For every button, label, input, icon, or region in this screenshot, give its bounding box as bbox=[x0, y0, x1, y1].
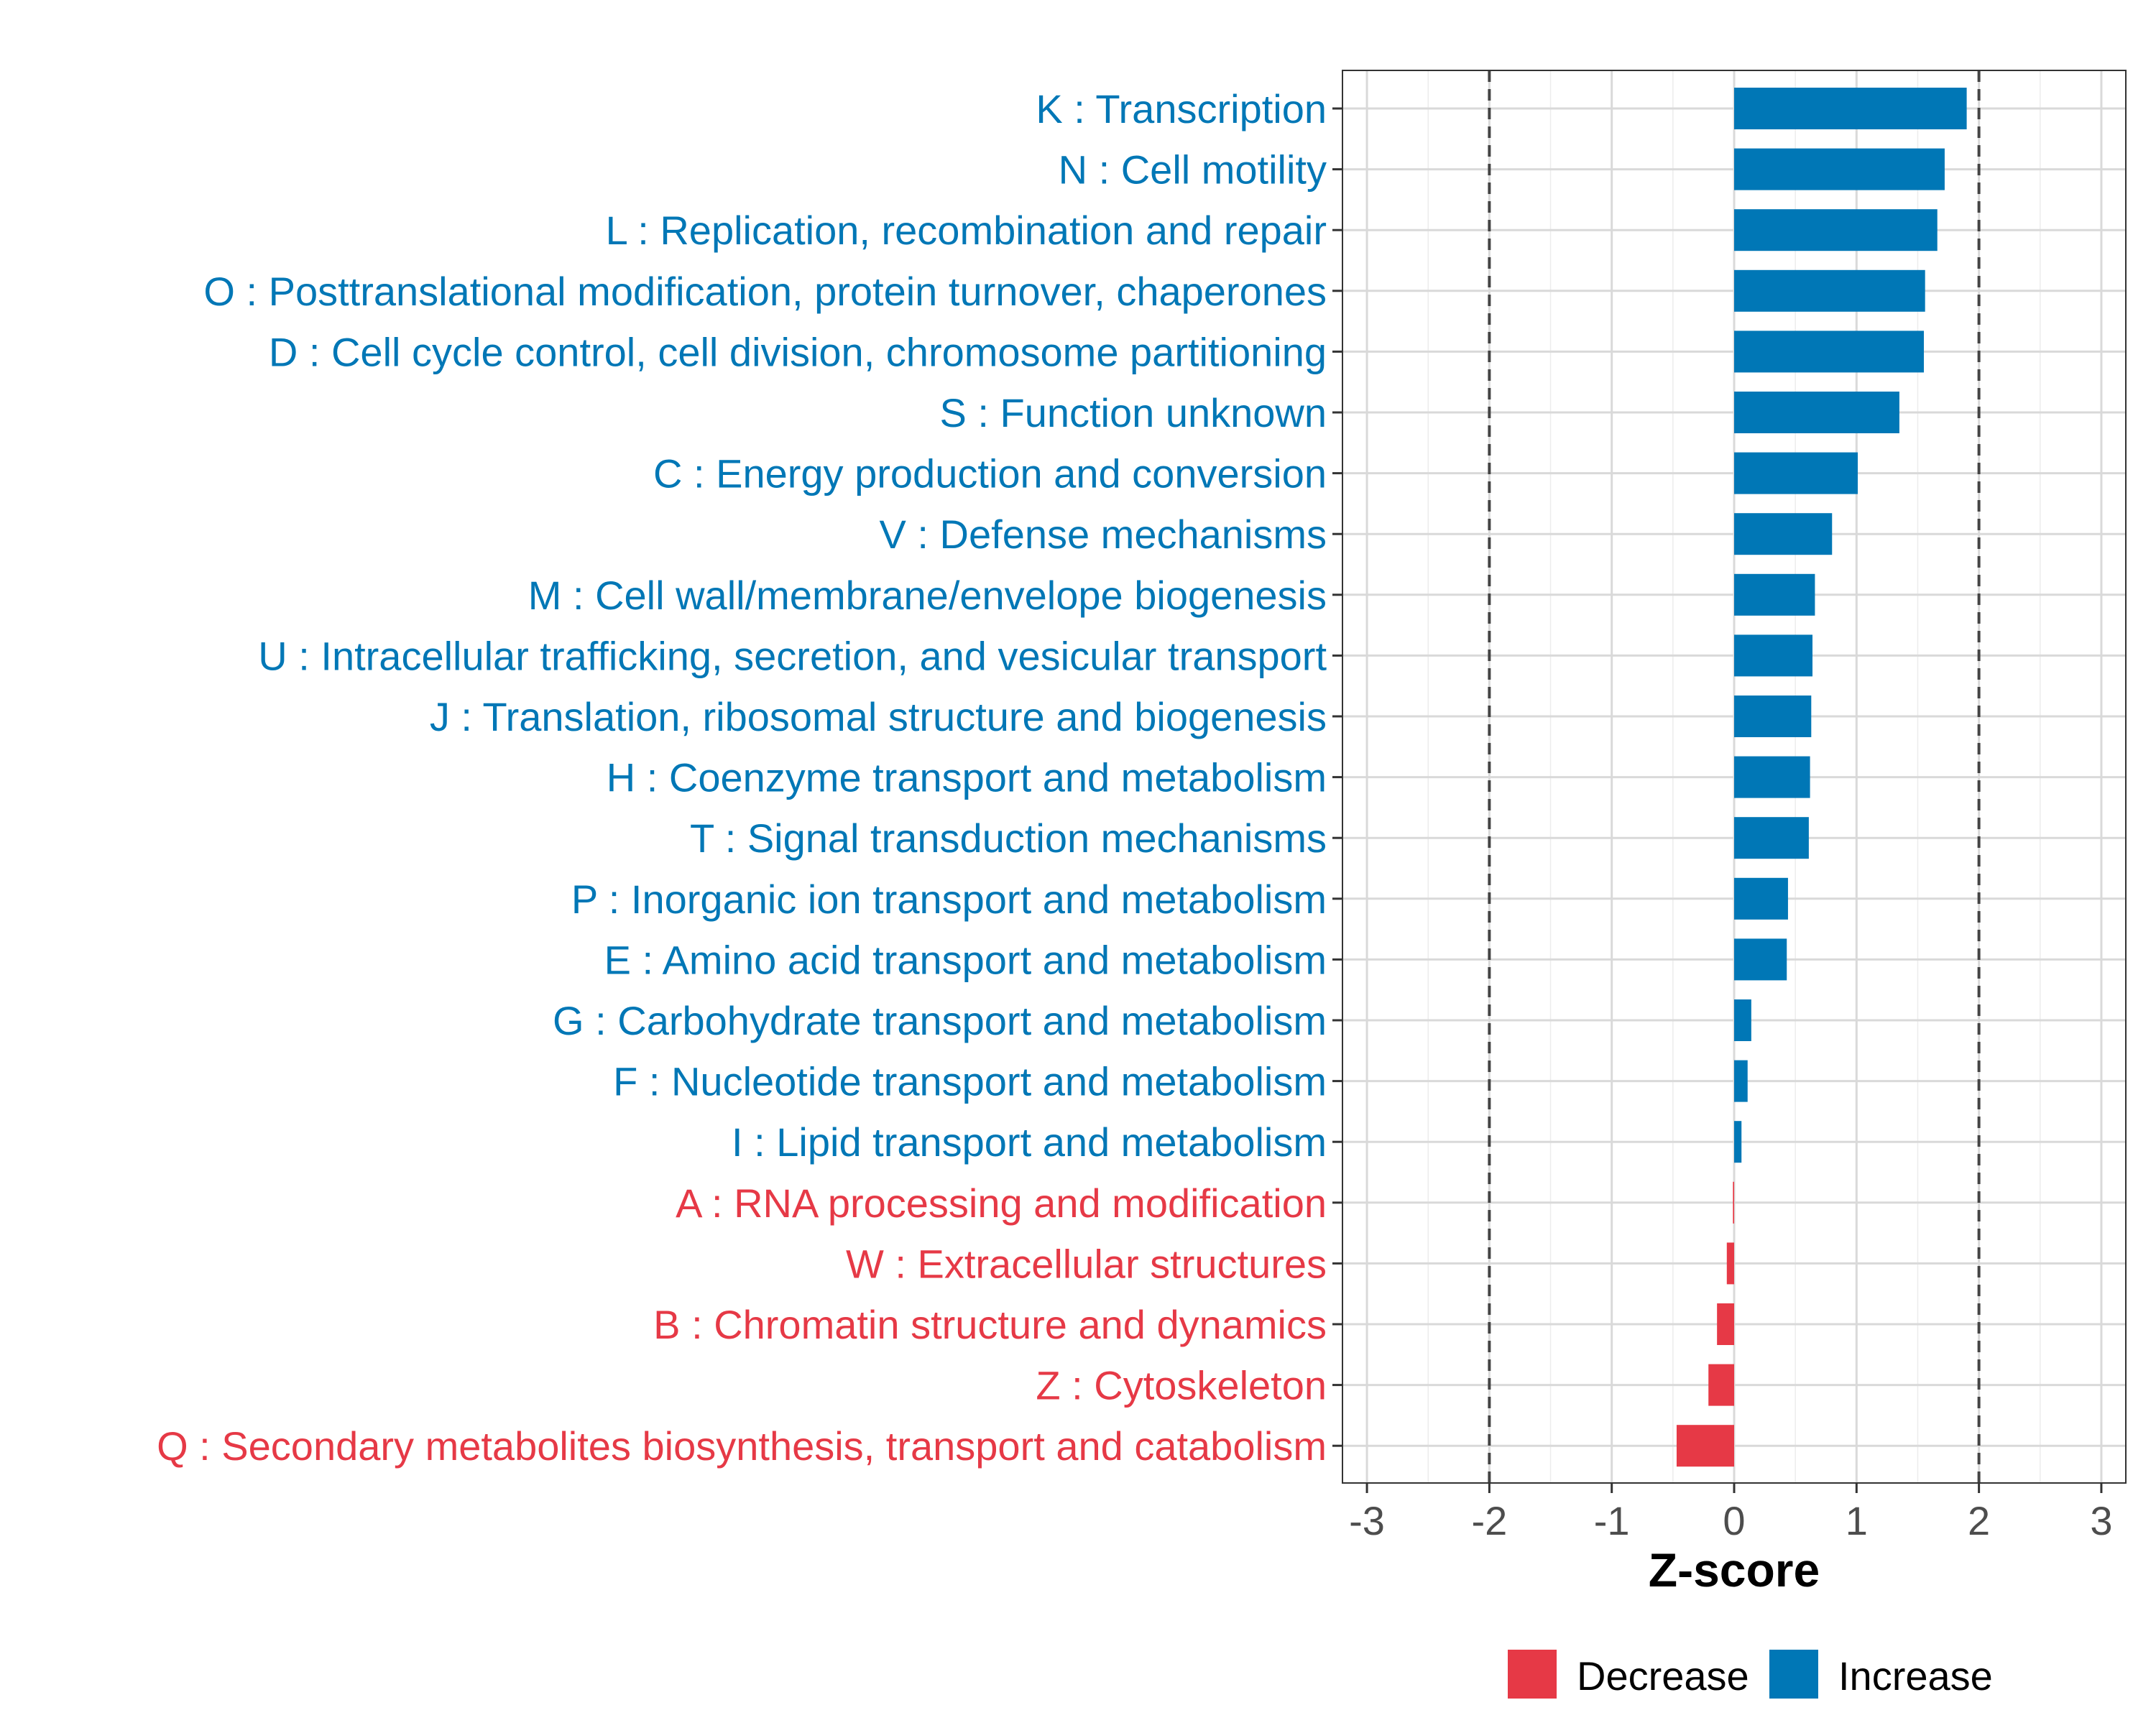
bars bbox=[1676, 88, 1967, 1467]
bar bbox=[1676, 1425, 1734, 1467]
bar bbox=[1734, 999, 1751, 1041]
y-category-label: W : Extracellular structures bbox=[846, 1241, 1327, 1286]
bar bbox=[1734, 452, 1858, 494]
bar bbox=[1734, 938, 1787, 981]
y-category-label: B : Chromatin structure and dynamics bbox=[653, 1302, 1327, 1347]
bar bbox=[1726, 1242, 1734, 1285]
x-tick-label: -2 bbox=[1471, 1498, 1507, 1543]
y-category-label: A : RNA processing and modification bbox=[676, 1181, 1327, 1226]
x-tick-label: -3 bbox=[1349, 1498, 1385, 1543]
bar bbox=[1734, 269, 1925, 312]
bar bbox=[1734, 392, 1899, 433]
x-axis-title: Z-score bbox=[1649, 1543, 1820, 1597]
y-category-label: I : Lipid transport and metabolism bbox=[732, 1119, 1327, 1165]
y-category-label: H : Coenzyme transport and metabolism bbox=[607, 755, 1327, 800]
bar bbox=[1734, 696, 1812, 737]
x-tick-label: 2 bbox=[1968, 1498, 1990, 1543]
x-tick-label: 0 bbox=[1723, 1498, 1745, 1543]
bar bbox=[1734, 634, 1812, 677]
bar bbox=[1708, 1364, 1734, 1406]
legend: Decrease Increase bbox=[1508, 1650, 1993, 1699]
x-tick-label: 1 bbox=[1846, 1498, 1868, 1543]
y-category-label: G : Carbohydrate transport and metabolis… bbox=[553, 998, 1327, 1043]
y-category-label: S : Function unknown bbox=[939, 390, 1327, 435]
bar bbox=[1734, 148, 1945, 190]
bar bbox=[1734, 1121, 1742, 1163]
y-category-label: N : Cell motility bbox=[1059, 147, 1327, 193]
bar bbox=[1734, 209, 1938, 251]
x-axis-ticks: -3 -2 -1 0 1 2 3 bbox=[1349, 1483, 2113, 1543]
legend-label: Increase bbox=[1838, 1653, 1993, 1699]
bar bbox=[1734, 88, 1967, 129]
bar bbox=[1734, 817, 1809, 859]
y-category-label: M : Cell wall/membrane/envelope biogenes… bbox=[528, 573, 1327, 618]
y-category-label: D : Cell cycle control, cell division, c… bbox=[269, 329, 1327, 374]
y-category-label: E : Amino acid transport and metabolism bbox=[604, 937, 1327, 982]
legend-key bbox=[1508, 1650, 1557, 1699]
y-category-label: P : Inorganic ion transport and metaboli… bbox=[571, 877, 1327, 922]
y-category-label: C : Energy production and conversion bbox=[653, 451, 1327, 496]
legend-label: Decrease bbox=[1577, 1653, 1749, 1699]
bar bbox=[1733, 1181, 1734, 1224]
y-category-label: T : Signal transduction mechanisms bbox=[690, 816, 1327, 861]
y-category-label: Z : Cytoskeleton bbox=[1036, 1363, 1327, 1408]
bar bbox=[1734, 1060, 1748, 1102]
bar bbox=[1734, 331, 1924, 373]
bar bbox=[1734, 756, 1810, 798]
y-category-label: U : Intracellular trafficking, secretion… bbox=[258, 633, 1327, 678]
y-axis-ticks bbox=[1332, 107, 1342, 1447]
y-category-label: F : Nucleotide transport and metabolism bbox=[613, 1059, 1327, 1104]
bar bbox=[1734, 573, 1815, 616]
y-category-label: K : Transcription bbox=[1036, 86, 1327, 131]
x-tick-label: -1 bbox=[1594, 1498, 1630, 1543]
legend-key bbox=[1769, 1650, 1818, 1699]
bar bbox=[1717, 1303, 1734, 1345]
y-category-label: L : Replication, recombination and repai… bbox=[606, 208, 1327, 253]
bar bbox=[1734, 513, 1833, 555]
bar bbox=[1734, 877, 1788, 920]
y-category-label: Q : Secondary metabolites biosynthesis, … bbox=[157, 1423, 1327, 1469]
x-tick-label: 3 bbox=[2090, 1498, 2112, 1543]
y-axis-category-labels: K : Transcription N : Cell motility L : Re… bbox=[157, 86, 1327, 1469]
y-category-label: V : Defense mechanisms bbox=[880, 512, 1327, 557]
y-category-label: J : Translation, ribosomal structure and… bbox=[430, 694, 1327, 739]
y-category-label: O : Posttranslational modification, prot… bbox=[203, 269, 1327, 314]
reference-lines bbox=[1488, 70, 1981, 1483]
